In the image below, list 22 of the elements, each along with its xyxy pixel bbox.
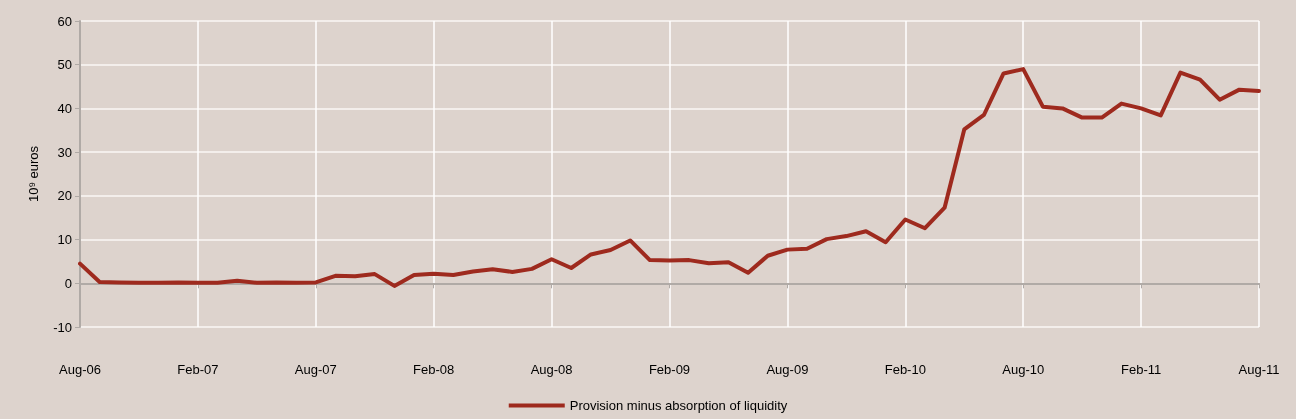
y-tick-label: 20 [57, 188, 72, 204]
y-tick-label: 40 [57, 100, 72, 116]
x-tick-label: Aug-08 [530, 362, 573, 377]
x-tick-label: Aug-10 [1002, 362, 1045, 377]
line-series [78, 67, 1261, 288]
y-tick-label: 60 [57, 13, 72, 29]
x-tick-label: Feb-11 [1120, 362, 1162, 377]
x-tick-label: Aug-06 [59, 362, 101, 377]
legend-label: Provision minus absorption of liquidity [569, 398, 788, 413]
x-tick-label: Feb-09 [648, 362, 691, 377]
x-tick-label: Aug-11 [1238, 362, 1280, 377]
y-tick-label: -10 [53, 319, 72, 335]
y-axis-title: 10⁹ euros [26, 145, 41, 203]
x-tick-label: Feb-08 [413, 362, 455, 377]
y-tick-label: 30 [57, 144, 72, 160]
x-tick-label: Feb-07 [177, 362, 219, 377]
x-tick-label: Aug-07 [294, 362, 337, 377]
x-tick-label: Feb-10 [884, 362, 926, 377]
y-tick-label: 0 [64, 275, 72, 291]
y-tick-label: 50 [57, 57, 72, 73]
x-tick-label: Aug-09 [766, 362, 809, 377]
y-tick-label: 10 [57, 232, 72, 248]
